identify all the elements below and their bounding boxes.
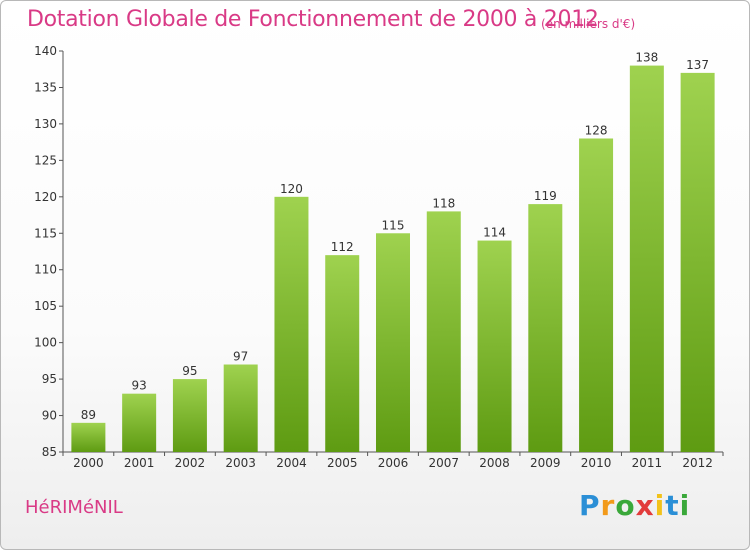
chart-subtitle: (en milliers d'€) bbox=[541, 17, 636, 31]
bar-2000 bbox=[71, 422, 106, 452]
data-label: 114 bbox=[483, 226, 506, 240]
data-label: 138 bbox=[635, 51, 658, 65]
x-tick-label: 2002 bbox=[175, 456, 206, 470]
data-label: 97 bbox=[233, 350, 248, 364]
brand-letter: i bbox=[679, 489, 691, 522]
y-tick-label: 125 bbox=[34, 153, 57, 167]
data-label: 119 bbox=[534, 189, 557, 203]
data-label: 112 bbox=[331, 240, 354, 254]
bar-2003 bbox=[223, 364, 258, 452]
bar-2011 bbox=[629, 65, 664, 452]
data-label: 128 bbox=[585, 123, 608, 137]
bar-2010 bbox=[579, 138, 614, 452]
proxiti-logo[interactable]: Proxiti bbox=[579, 489, 690, 522]
y-tick-label: 110 bbox=[34, 263, 57, 277]
x-tick-label: 2010 bbox=[581, 456, 612, 470]
bars bbox=[71, 65, 715, 452]
y-tick-label: 130 bbox=[34, 117, 57, 131]
bar-2008 bbox=[477, 240, 512, 452]
y-tick-label: 135 bbox=[34, 80, 57, 94]
x-tick-label: 2006 bbox=[378, 456, 409, 470]
commune-name: HéRIMéNIL bbox=[25, 497, 123, 518]
data-label: 93 bbox=[132, 379, 147, 393]
bar-2009 bbox=[528, 204, 563, 452]
data-label: 118 bbox=[432, 196, 455, 210]
y-tick-label: 105 bbox=[34, 299, 57, 313]
axes: 85 90 95 100 105 110 115 120 125 130 135 140 2000 200… bbox=[34, 44, 724, 470]
x-tick-label: 2005 bbox=[327, 456, 358, 470]
brand-letter: t bbox=[665, 489, 680, 522]
y-tick-label: 120 bbox=[34, 190, 57, 204]
x-tick-label: 2007 bbox=[428, 456, 459, 470]
chart-title: Dotation Globale de Fonctionnement de 20… bbox=[27, 7, 599, 32]
bar-2006 bbox=[376, 233, 410, 452]
bar-2001 bbox=[122, 393, 157, 452]
x-tick-label: 2012 bbox=[682, 456, 713, 470]
y-tick-label: 115 bbox=[34, 226, 57, 240]
brand-letter: r bbox=[600, 489, 616, 522]
brand-letter: o bbox=[615, 489, 636, 522]
bar-2002 bbox=[172, 379, 207, 452]
x-tick-label: 2001 bbox=[124, 456, 155, 470]
x-tick-label: 2009 bbox=[530, 456, 561, 470]
y-tick-label: 100 bbox=[34, 336, 57, 350]
bar-2004 bbox=[274, 196, 309, 452]
brand-letter: i bbox=[654, 489, 666, 522]
x-tick-label: 2011 bbox=[632, 456, 663, 470]
x-tick-label: 2000 bbox=[73, 456, 104, 470]
bar-2007 bbox=[426, 211, 461, 452]
data-label: 115 bbox=[382, 218, 405, 232]
brand-letter: P bbox=[579, 489, 601, 522]
data-label: 95 bbox=[182, 364, 197, 378]
brand-letter: x bbox=[635, 489, 655, 522]
data-label: 89 bbox=[81, 408, 96, 422]
y-tick-label: 85 bbox=[42, 445, 57, 459]
y-tick-label: 140 bbox=[34, 44, 57, 58]
data-label: 120 bbox=[280, 182, 303, 196]
x-tick-label: 2008 bbox=[479, 456, 510, 470]
y-tick-label: 90 bbox=[42, 409, 57, 423]
bar-2012 bbox=[680, 72, 715, 452]
x-tick-label: 2003 bbox=[225, 456, 256, 470]
data-labels: 89 93 95 97 120 112 115 118 114 119 128 138 137 bbox=[81, 51, 709, 422]
y-tick-label: 95 bbox=[42, 372, 57, 386]
x-tick-label: 2004 bbox=[276, 456, 307, 470]
data-label: 137 bbox=[686, 58, 709, 72]
bar-2005 bbox=[325, 255, 360, 452]
